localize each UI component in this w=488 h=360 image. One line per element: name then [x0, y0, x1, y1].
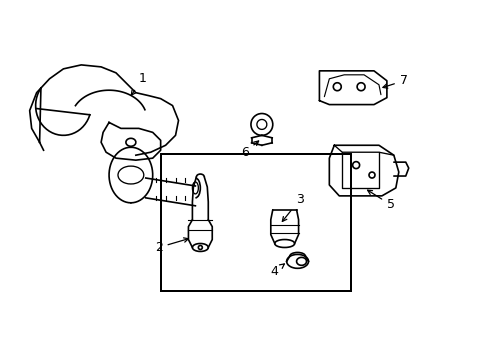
Text: 1: 1 — [131, 72, 146, 95]
Text: 5: 5 — [367, 190, 394, 211]
Text: 4: 4 — [270, 264, 284, 278]
Text: 2: 2 — [154, 238, 188, 254]
Bar — [161, 154, 350, 291]
Text: 6: 6 — [241, 141, 258, 159]
Text: 7: 7 — [382, 74, 407, 88]
Text: 3: 3 — [282, 193, 303, 221]
